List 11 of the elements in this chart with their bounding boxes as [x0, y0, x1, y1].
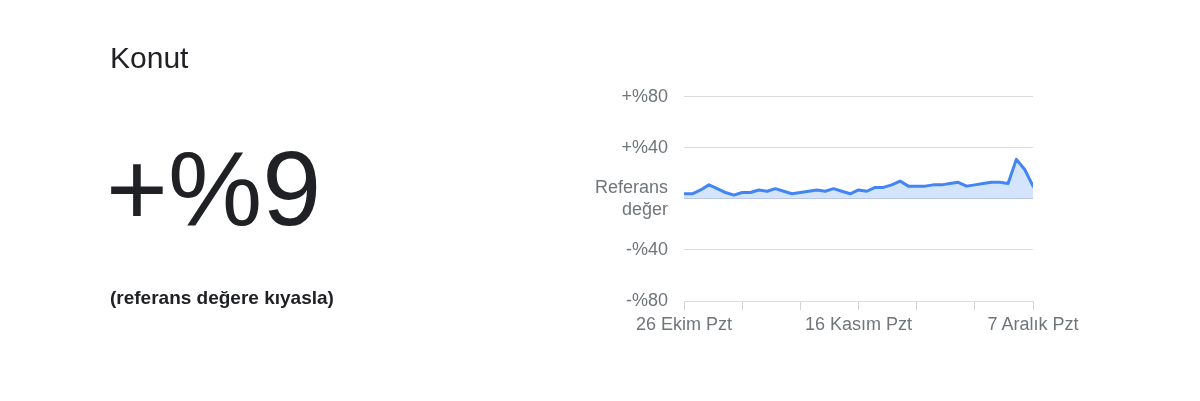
y-tick-label: Referans değer — [594, 177, 668, 219]
y-tick-label: +%80 — [621, 85, 668, 106]
x-tick-label: 7 Aralık Pzt — [987, 313, 1079, 334]
x-tick-label: 26 Ekim Pzt — [635, 313, 733, 334]
text: +%9 — [106, 128, 322, 248]
text: (referans değere kıyasla) — [110, 286, 334, 310]
y-tick-label: -%80 — [625, 289, 668, 310]
x-tick-label: 16 Kasım Pzt — [804, 313, 913, 334]
text: Konut — [110, 40, 189, 76]
y-tick-label: +%40 — [621, 136, 668, 157]
y-tick-label: -%40 — [625, 238, 668, 259]
